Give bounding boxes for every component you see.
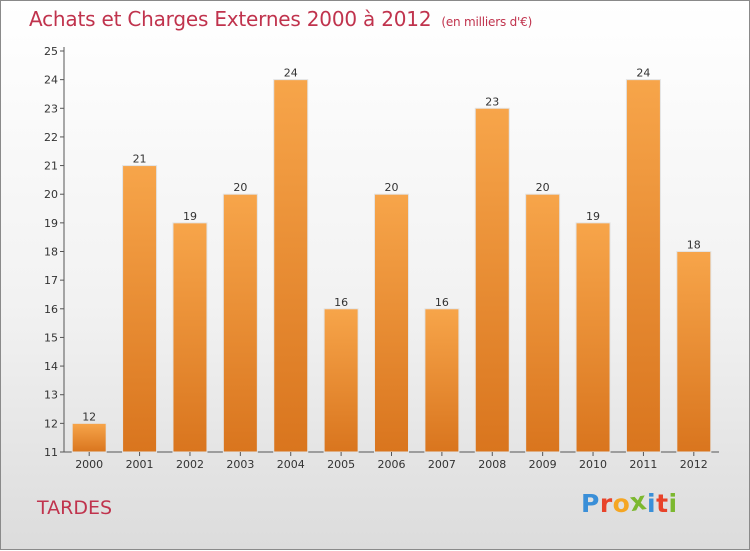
x-tick-label: 2002 xyxy=(176,458,204,471)
x-tick-label: 2001 xyxy=(126,458,154,471)
bar-value-label: 12 xyxy=(82,410,96,423)
bar xyxy=(122,165,158,453)
y-tick-label: 16 xyxy=(44,303,58,316)
logo-letter: t xyxy=(656,489,669,518)
bar xyxy=(273,79,309,453)
y-tick-label: 22 xyxy=(44,131,58,144)
bar-value-label: 20 xyxy=(385,181,399,194)
logo-letter: r xyxy=(599,489,613,518)
y-tick-label: 14 xyxy=(44,360,58,373)
bar-value-label: 16 xyxy=(334,296,348,309)
bar-value-label: 24 xyxy=(284,67,298,80)
y-tick-label: 11 xyxy=(44,446,58,459)
bar xyxy=(424,308,460,453)
chart-title: Achats et Charges Externes 2000 à 2012 (e… xyxy=(29,7,532,31)
bar-value-label: 20 xyxy=(233,181,247,194)
x-tick-label: 2003 xyxy=(226,458,254,471)
logo-letter: i xyxy=(668,489,678,518)
logo-letter: o xyxy=(612,489,631,518)
bar xyxy=(323,308,359,453)
bar-value-label: 23 xyxy=(485,95,499,108)
bar xyxy=(71,422,107,453)
bar-value-label: 19 xyxy=(183,210,197,223)
logo-letter: i xyxy=(647,489,657,518)
y-tick-label: 18 xyxy=(44,246,58,259)
y-tick-label: 13 xyxy=(44,389,58,402)
place-name: TARDES xyxy=(37,497,113,519)
x-tick-label: 2012 xyxy=(680,458,708,471)
bar-value-label: 24 xyxy=(636,67,650,80)
proxiti-logo: Proxiti xyxy=(581,485,678,518)
x-tick-label: 2010 xyxy=(579,458,607,471)
bar xyxy=(676,251,712,453)
bar xyxy=(525,193,561,453)
y-tick-label: 21 xyxy=(44,160,58,173)
bar-value-label: 16 xyxy=(435,296,449,309)
bar xyxy=(474,107,510,453)
chart-subtitle: (en milliers d'€) xyxy=(441,15,533,29)
y-tick-label: 23 xyxy=(44,102,58,115)
y-tick-label: 12 xyxy=(44,417,58,430)
x-tick-label: 2011 xyxy=(629,458,657,471)
y-tick-label: 24 xyxy=(44,74,58,87)
logo-letter: P xyxy=(581,489,600,518)
x-tick-label: 2006 xyxy=(378,458,406,471)
bar xyxy=(625,79,661,453)
x-tick-label: 2004 xyxy=(277,458,305,471)
bar xyxy=(222,193,258,453)
bar xyxy=(374,193,409,453)
bar-value-label: 21 xyxy=(133,153,147,166)
bar-value-label: 20 xyxy=(536,181,550,194)
bar-value-label: 18 xyxy=(687,239,701,252)
y-tick-label: 15 xyxy=(44,331,58,344)
y-tick-label: 20 xyxy=(44,188,58,201)
chart-title-text: Achats et Charges Externes 2000 à 2012 xyxy=(29,7,432,31)
bar xyxy=(575,222,611,453)
x-tick-label: 2007 xyxy=(428,458,456,471)
y-tick-label: 19 xyxy=(44,217,58,230)
x-tick-label: 2008 xyxy=(478,458,506,471)
logo-letter: x xyxy=(628,485,649,518)
y-tick-label: 17 xyxy=(44,274,58,287)
x-tick-label: 2005 xyxy=(327,458,355,471)
y-tick-label: 25 xyxy=(44,45,58,58)
x-tick-label: 2009 xyxy=(529,458,557,471)
x-tick-label: 2000 xyxy=(75,458,103,471)
bar-value-label: 19 xyxy=(586,210,600,223)
bar xyxy=(172,222,208,453)
